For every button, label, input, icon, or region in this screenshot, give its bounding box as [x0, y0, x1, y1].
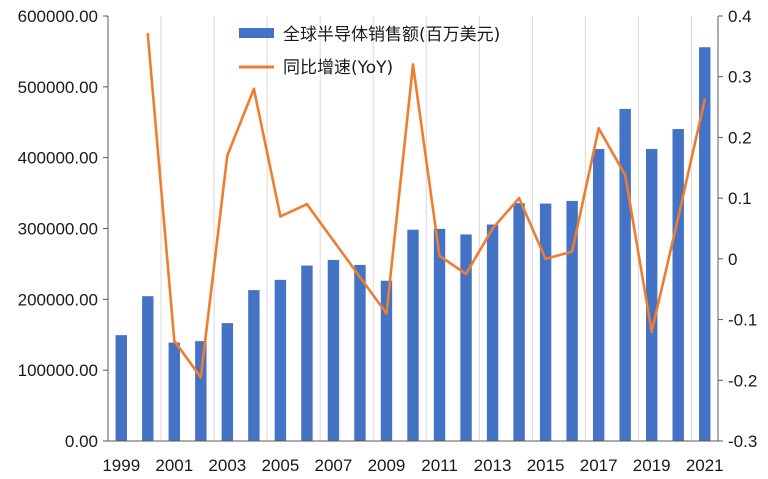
bar-2001 — [168, 342, 181, 441]
x-tick-label-2015: 2015 — [527, 456, 565, 475]
yoy-point-2018 — [623, 173, 627, 177]
legend: 全球半导体销售额(百万美元) 同比增速(YoY) — [239, 25, 500, 78]
y-right-tick-label: 0.4 — [728, 7, 752, 26]
bar-series — [115, 47, 711, 442]
yoy-point-2021 — [703, 98, 707, 102]
legend-label-line: 同比增速(YoY) — [283, 58, 393, 78]
bar-2014 — [513, 203, 525, 441]
y-right-tick-label: 0.2 — [728, 128, 752, 147]
y-left-tick-label: 0.00 — [65, 432, 98, 451]
x-tick-label-2007: 2007 — [315, 456, 353, 475]
legend-label-bar: 全球半导体销售额(百万美元) — [283, 25, 500, 45]
bar-2018 — [619, 108, 631, 441]
bar-2009 — [380, 280, 393, 441]
y-left-tick-label: 300000.00 — [18, 220, 98, 239]
y-right-tick-label: 0.1 — [728, 189, 752, 208]
x-tick-label-2009: 2009 — [368, 456, 406, 475]
yoy-point-2019 — [650, 330, 653, 334]
bar-2003 — [221, 323, 234, 441]
y-left-tick-label: 500000.00 — [18, 78, 98, 97]
bar-2013 — [486, 224, 499, 441]
yoy-point-2005 — [279, 215, 282, 218]
yoy-point-2009 — [385, 312, 388, 315]
yoy-point-2017 — [597, 127, 600, 130]
bar-2020 — [672, 129, 684, 442]
x-tick-label-1999: 1999 — [102, 456, 140, 475]
legend-swatch-bar — [239, 28, 274, 38]
yoy-point-2015 — [544, 257, 547, 261]
y-right-tick-label: 0 — [728, 250, 737, 269]
x-tick-label-2017: 2017 — [580, 456, 618, 475]
bar-2004 — [248, 290, 260, 441]
bar-2015 — [539, 203, 552, 441]
y-axis-right-ticks: -0.3 -0.2 -0.1 0 0.1 0.2 0.3 0.4 — [718, 7, 757, 451]
bar-2005 — [274, 279, 287, 441]
yoy-point-2002 — [199, 375, 203, 379]
x-tick-label-2013: 2013 — [474, 456, 512, 475]
yoy-point-2016 — [570, 250, 574, 253]
x-axis-ticks: 1999 2001 2003 2005 2007 2009 2011 2013 2015 2017… — [102, 456, 723, 475]
y-left-tick-label: 400000.00 — [18, 149, 98, 168]
yoy-point-2000 — [146, 32, 150, 36]
bar-2011 — [433, 228, 446, 441]
bar-2007 — [327, 259, 340, 441]
grid-lines — [160, 16, 692, 441]
bar-2002 — [195, 341, 207, 441]
x-tick-label-2011: 2011 — [421, 456, 458, 475]
y-right-tick-label: -0.1 — [728, 311, 757, 330]
x-tick-label-2003: 2003 — [208, 456, 246, 475]
y-axis-left-ticks: 0.00 100000.00 200000.00 300000.00 400000.00… — [18, 7, 108, 451]
yoy-point-2003 — [226, 154, 229, 157]
bar-2000 — [142, 296, 154, 441]
bar-2021 — [699, 47, 711, 442]
x-tick-label-2021: 2021 — [686, 456, 724, 475]
yoy-point-2008 — [358, 275, 362, 279]
yoy-point-2004 — [252, 87, 256, 91]
yoy-point-2013 — [491, 227, 494, 230]
y-right-tick-label: 0.3 — [728, 68, 752, 87]
bar-2019 — [645, 148, 658, 441]
y-left-tick-label: 200000.00 — [18, 290, 98, 309]
yoy-line — [146, 34, 706, 379]
y-left-tick-label: 600000.00 — [18, 7, 98, 26]
yoy-point-2011 — [438, 254, 441, 258]
bar-2008 — [354, 264, 366, 441]
yoy-point-2001 — [173, 339, 176, 343]
yoy-point-2007 — [332, 239, 335, 242]
y-right-tick-label: -0.3 — [728, 432, 757, 451]
yoy-point-2010 — [411, 63, 415, 66]
yoy-point-2012 — [464, 272, 468, 276]
bar-2017 — [592, 149, 605, 441]
yoy-point-2014 — [517, 196, 521, 200]
bar-2010 — [407, 229, 419, 441]
y-left-tick-label: 100000.00 — [18, 361, 98, 380]
bar-2012 — [460, 234, 472, 441]
x-tick-label-2019: 2019 — [633, 456, 671, 475]
bar-2006 — [301, 265, 313, 441]
line-series — [146, 32, 707, 379]
x-tick-label-2001: 2001 — [155, 456, 193, 475]
bar-1999 — [115, 335, 127, 441]
bar-2016 — [566, 200, 578, 441]
x-tick-label-2005: 2005 — [261, 456, 299, 475]
y-right-tick-label: -0.2 — [728, 371, 757, 390]
yoy-point-2020 — [676, 216, 680, 219]
yoy-point-2006 — [305, 202, 309, 206]
